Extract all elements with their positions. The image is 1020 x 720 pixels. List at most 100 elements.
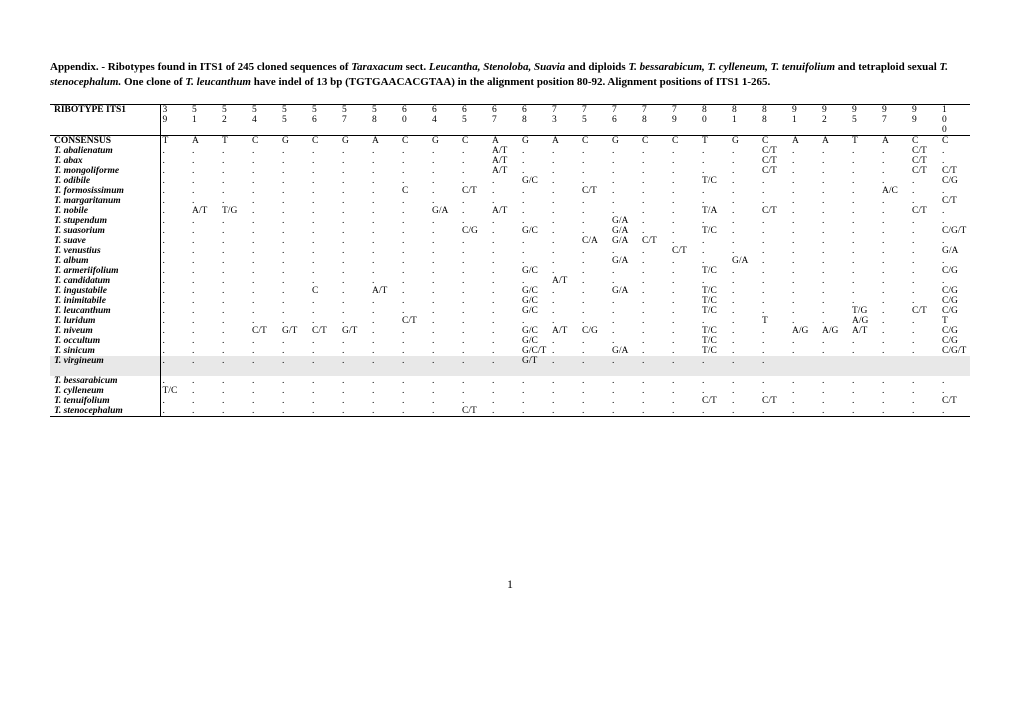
data-cell: 4 bbox=[250, 115, 280, 125]
data-cell: . bbox=[580, 336, 610, 346]
data-cell: . bbox=[430, 296, 460, 306]
data-cell: . bbox=[310, 346, 340, 356]
data-cell: . bbox=[430, 256, 460, 266]
data-cell: . bbox=[730, 286, 760, 296]
data-cell: 7 bbox=[550, 104, 580, 115]
data-cell: . bbox=[430, 326, 460, 336]
data-cell: . bbox=[850, 296, 880, 306]
data-cell: . bbox=[580, 206, 610, 216]
data-cell: 5 bbox=[580, 115, 610, 125]
data-cell: C/G bbox=[940, 326, 970, 336]
data-cell: . bbox=[250, 356, 280, 366]
data-cell: . bbox=[370, 326, 400, 336]
data-cell: . bbox=[160, 176, 190, 186]
data-cell: . bbox=[730, 346, 760, 356]
data-cell: . bbox=[460, 256, 490, 266]
data-cell: C bbox=[400, 135, 430, 146]
data-cell: . bbox=[580, 376, 610, 386]
data-cell: . bbox=[220, 196, 250, 206]
data-cell: . bbox=[790, 176, 820, 186]
data-cell: T bbox=[940, 316, 970, 326]
row-label: T. sinicum bbox=[50, 346, 160, 356]
data-cell: . bbox=[400, 216, 430, 226]
data-cell: . bbox=[820, 336, 850, 346]
data-cell: . bbox=[730, 296, 760, 306]
data-cell: . bbox=[160, 186, 190, 196]
data-cell: . bbox=[160, 376, 190, 386]
data-cell: . bbox=[190, 216, 220, 226]
data-cell bbox=[550, 125, 580, 136]
data-cell: . bbox=[340, 296, 370, 306]
data-cell: . bbox=[640, 406, 670, 417]
data-cell bbox=[700, 125, 730, 136]
data-cell: . bbox=[640, 276, 670, 286]
data-cell: G bbox=[730, 135, 760, 146]
data-cell: . bbox=[610, 196, 640, 206]
data-cell: 1 bbox=[190, 115, 220, 125]
data-cell: 8 bbox=[370, 115, 400, 125]
data-cell: . bbox=[250, 296, 280, 306]
data-cell: C/T bbox=[250, 326, 280, 336]
data-cell: C bbox=[940, 135, 970, 146]
data-cell: . bbox=[160, 236, 190, 246]
data-cell: . bbox=[430, 346, 460, 356]
data-cell: . bbox=[520, 316, 550, 326]
data-cell: . bbox=[790, 406, 820, 417]
data-cell: A/G bbox=[820, 326, 850, 336]
data-cell: . bbox=[910, 286, 940, 296]
data-cell: C bbox=[760, 135, 790, 146]
data-cell: . bbox=[460, 296, 490, 306]
data-cell: . bbox=[400, 146, 430, 156]
data-cell: . bbox=[280, 406, 310, 417]
data-cell: . bbox=[220, 166, 250, 176]
data-cell: T bbox=[220, 135, 250, 146]
data-cell: . bbox=[760, 306, 790, 316]
data-cell: . bbox=[160, 406, 190, 417]
data-cell: 8 bbox=[520, 115, 550, 125]
data-cell: . bbox=[190, 406, 220, 417]
data-cell: . bbox=[790, 336, 820, 346]
data-cell: . bbox=[490, 306, 520, 316]
data-cell: . bbox=[310, 216, 340, 226]
data-cell bbox=[940, 356, 970, 366]
data-cell: . bbox=[490, 316, 520, 326]
data-cell: . bbox=[340, 216, 370, 226]
data-cell: . bbox=[160, 326, 190, 336]
data-cell: . bbox=[220, 356, 250, 366]
data-cell: C/T bbox=[910, 306, 940, 316]
data-cell: . bbox=[520, 206, 550, 216]
data-cell: . bbox=[820, 266, 850, 276]
data-cell: . bbox=[580, 196, 610, 206]
data-cell: . bbox=[640, 156, 670, 166]
data-cell: . bbox=[760, 296, 790, 306]
data-cell: . bbox=[160, 286, 190, 296]
data-cell: . bbox=[400, 406, 430, 417]
data-cell: . bbox=[580, 146, 610, 156]
data-cell: . bbox=[670, 226, 700, 236]
data-cell: . bbox=[820, 176, 850, 186]
data-cell: . bbox=[310, 166, 340, 176]
data-cell: . bbox=[880, 346, 910, 356]
data-cell: . bbox=[460, 326, 490, 336]
data-cell: . bbox=[640, 306, 670, 316]
data-cell: . bbox=[670, 326, 700, 336]
data-cell bbox=[850, 356, 880, 366]
data-cell: . bbox=[190, 286, 220, 296]
data-cell: . bbox=[430, 236, 460, 246]
data-cell: . bbox=[220, 346, 250, 356]
data-cell: . bbox=[730, 406, 760, 417]
data-cell: . bbox=[580, 156, 610, 166]
data-cell: . bbox=[370, 256, 400, 266]
data-cell: C bbox=[310, 135, 340, 146]
data-cell: T/C bbox=[700, 326, 730, 336]
data-cell: . bbox=[790, 196, 820, 206]
data-cell: T/C bbox=[700, 226, 730, 236]
data-cell: . bbox=[310, 176, 340, 186]
data-cell: . bbox=[640, 376, 670, 386]
data-cell: . bbox=[490, 326, 520, 336]
data-cell: . bbox=[280, 236, 310, 246]
data-cell: C/G bbox=[580, 326, 610, 336]
data-cell: . bbox=[820, 346, 850, 356]
data-cell: T/C bbox=[700, 266, 730, 276]
data-cell: . bbox=[850, 186, 880, 196]
